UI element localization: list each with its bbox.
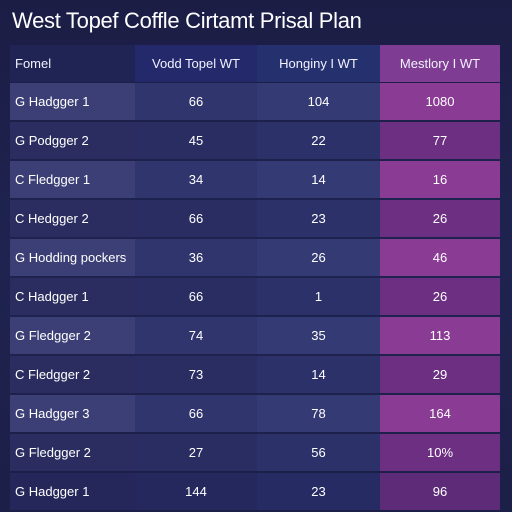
value-cell: 66	[135, 200, 257, 237]
table-row[interactable]: G Podgger 2 45 22 77	[10, 122, 500, 159]
column-header-mestlory[interactable]: Mestlory I WT	[380, 45, 500, 82]
value-cell: 144	[135, 473, 257, 510]
table-row[interactable]: G Fledgger 2 74 35 113	[10, 317, 500, 354]
table-row[interactable]: G Hodding pockers 36 26 46	[10, 239, 500, 276]
value-cell: 73	[135, 356, 257, 393]
value-cell: 77	[380, 122, 500, 159]
value-cell: 66	[135, 395, 257, 432]
value-cell: 23	[257, 200, 380, 237]
value-cell: 96	[380, 473, 500, 510]
value-cell: 26	[380, 278, 500, 315]
row-label-cell: G Hadgger 1	[10, 473, 135, 510]
value-cell: 104	[257, 83, 380, 120]
column-header-honginy[interactable]: Honginy I WT	[257, 45, 380, 82]
value-cell: 113	[380, 317, 500, 354]
value-cell: 10%	[380, 434, 500, 471]
row-label-cell: C Hadgger 1	[10, 278, 135, 315]
value-cell: 23	[257, 473, 380, 510]
column-header-vodd-topel[interactable]: Vodd Topel WT	[135, 45, 257, 82]
page-title: West Topef Coffle Cirtamt Prisal Plan	[12, 8, 362, 33]
value-cell: 45	[135, 122, 257, 159]
value-cell: 46	[380, 239, 500, 276]
table-row[interactable]: C Hadgger 1 66 1 26	[10, 278, 500, 315]
row-label-cell: G Fledgger 2	[10, 317, 135, 354]
table-header-row: Fomel Vodd Topel WT Honginy I WT Mestlor…	[10, 45, 500, 82]
value-cell: 14	[257, 356, 380, 393]
table-row[interactable]: C Hedgger 2 66 23 26	[10, 200, 500, 237]
value-cell: 16	[380, 161, 500, 198]
value-cell: 14	[257, 161, 380, 198]
value-cell: 34	[135, 161, 257, 198]
value-cell: 22	[257, 122, 380, 159]
table-row[interactable]: G Hadgger 1 66 104 1080	[10, 83, 500, 120]
table-row[interactable]: C Fledgger 2 73 14 29	[10, 356, 500, 393]
value-cell: 26	[380, 200, 500, 237]
table-row[interactable]: C Fledgger 1 34 14 16	[10, 161, 500, 198]
value-cell: 1080	[380, 83, 500, 120]
row-label-cell: C Fledgger 1	[10, 161, 135, 198]
row-label-cell: G Hadgger 3	[10, 395, 135, 432]
table-row[interactable]: G Hadgger 3 66 78 164	[10, 395, 500, 432]
value-cell: 66	[135, 83, 257, 120]
data-table: Fomel Vodd Topel WT Honginy I WT Mestlor…	[10, 45, 500, 511]
value-cell: 36	[135, 239, 257, 276]
table-row[interactable]: G Fledgger 2 27 56 10%	[10, 434, 500, 471]
value-cell: 35	[257, 317, 380, 354]
row-label-cell: C Hedgger 2	[10, 200, 135, 237]
value-cell: 74	[135, 317, 257, 354]
value-cell: 164	[380, 395, 500, 432]
value-cell: 26	[257, 239, 380, 276]
row-label-cell: C Fledgger 2	[10, 356, 135, 393]
value-cell: 78	[257, 395, 380, 432]
value-cell: 29	[380, 356, 500, 393]
row-label-cell: G Hodding pockers	[10, 239, 135, 276]
value-cell: 56	[257, 434, 380, 471]
row-label-cell: G Podgger 2	[10, 122, 135, 159]
row-label-cell: G Hadgger 1	[10, 83, 135, 120]
row-label-cell: G Fledgger 2	[10, 434, 135, 471]
value-cell: 27	[135, 434, 257, 471]
table-row[interactable]: G Hadgger 1 144 23 96	[10, 473, 500, 510]
value-cell: 66	[135, 278, 257, 315]
column-header-name[interactable]: Fomel	[10, 45, 135, 82]
value-cell: 1	[257, 278, 380, 315]
